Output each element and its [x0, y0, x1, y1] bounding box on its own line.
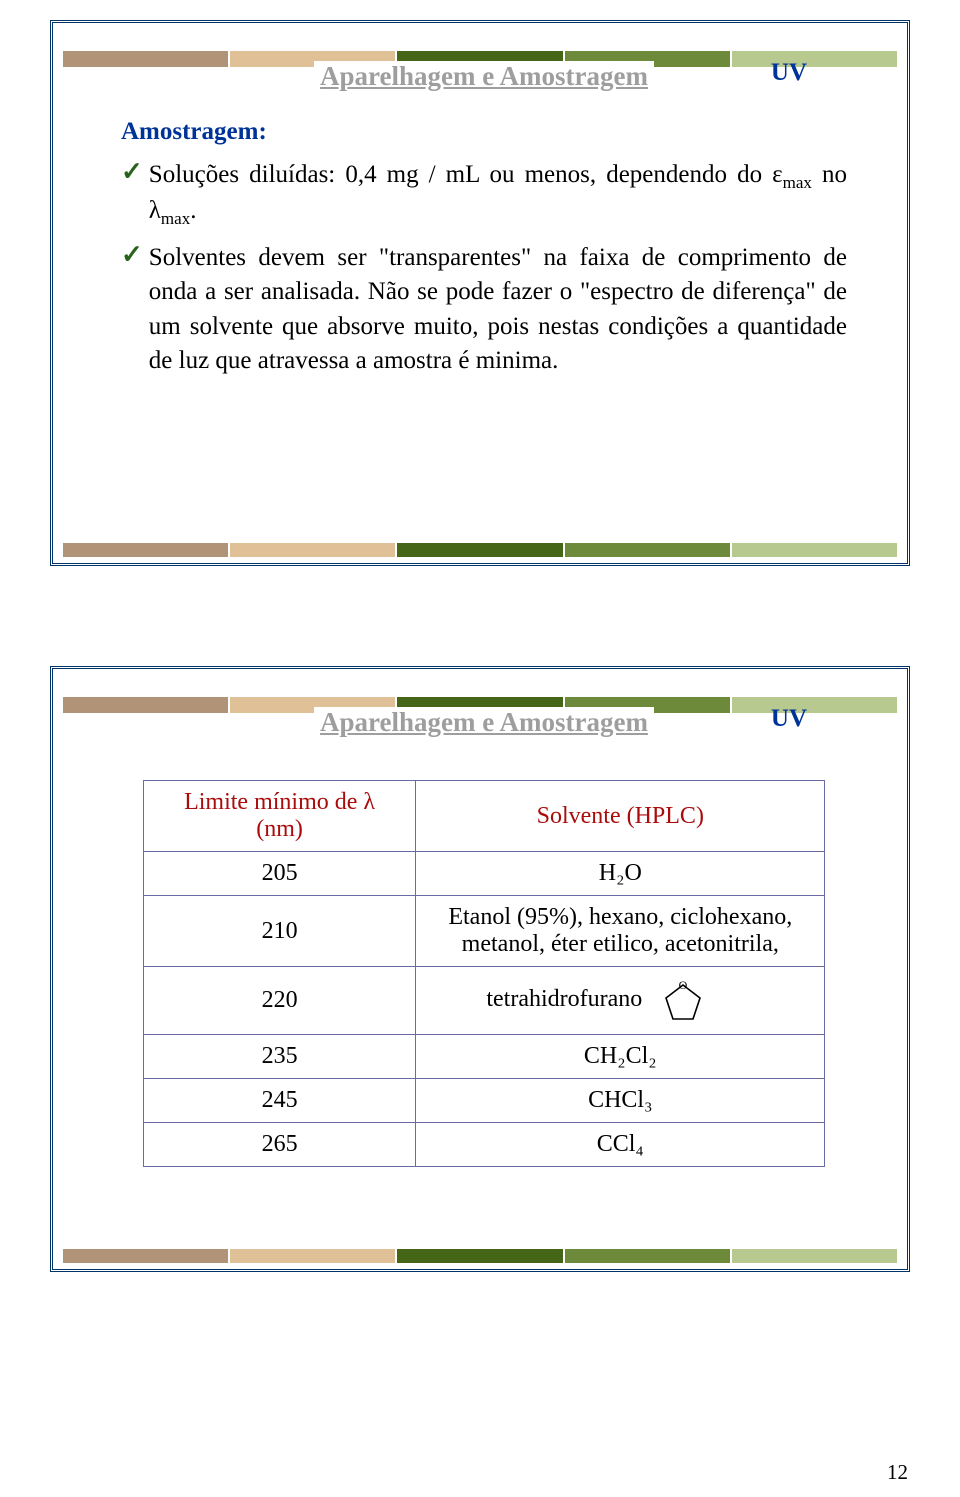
cell-limit: 205	[143, 852, 416, 896]
cell-limit: 220	[143, 967, 416, 1035]
uv-tag: UV	[771, 59, 807, 87]
check-icon: ✓	[121, 158, 143, 187]
table-row: 220 tetrahidrofurano O	[143, 967, 824, 1035]
col-header-right: Solvente (HPLC)	[416, 781, 825, 852]
cell-limit: 265	[143, 1123, 416, 1167]
cell-solvent: CHCl₃	[416, 1079, 825, 1123]
slide-2: Aparelhagem e Amostragem UV Limite mínim…	[50, 666, 910, 1272]
cell-solvent: CH₂Cl₂	[416, 1035, 825, 1079]
solvent-table: Limite mínimo de λ (nm) Solvente (HPLC) …	[143, 780, 825, 1167]
check-icon: ✓	[121, 241, 143, 270]
thf-structure-icon: O	[660, 979, 706, 1030]
table-row: 245 CHCl₃	[143, 1079, 824, 1123]
bullet-1-end: .	[190, 197, 196, 224]
col-header-left: Limite mínimo de λ (nm)	[143, 781, 416, 852]
cell-solvent: Etanol (95%), hexano, ciclohexano, metan…	[416, 896, 825, 967]
bullet-2-text: Solventes devem ser "transparentes" na f…	[149, 241, 847, 379]
slide-header: Aparelhagem e Amostragem UV	[121, 73, 847, 104]
svg-text:O: O	[679, 979, 688, 992]
table-row: 235 CH₂Cl₂	[143, 1035, 824, 1079]
sub-max-2: max	[161, 209, 190, 228]
bullet-2: ✓ Solventes devem ser "transparentes" na…	[121, 241, 847, 379]
table-header-row: Limite mínimo de λ (nm) Solvente (HPLC)	[143, 781, 824, 852]
bottom-stripe-bar	[63, 1249, 897, 1263]
bullet-1-text: Soluções diluídas: 0,4 mg / mL ou menos,…	[149, 158, 847, 231]
cell-solvent: tetrahidrofurano O	[416, 967, 825, 1035]
page: Aparelhagem e Amostragem UV Amostragem: …	[0, 0, 960, 1497]
thf-label: tetrahidrofurano	[486, 986, 642, 1012]
slide-title: Aparelhagem e Amostragem	[314, 61, 654, 92]
page-number: 12	[887, 1460, 908, 1485]
slide-header: Aparelhagem e Amostragem UV	[121, 719, 847, 750]
bottom-stripe-bar	[63, 543, 897, 557]
bullet-1: ✓ Soluções diluídas: 0,4 mg / mL ou meno…	[121, 158, 847, 231]
slide-title: Aparelhagem e Amostragem	[314, 707, 654, 738]
bullet-1-part1: Soluções diluídas: 0,4 mg / mL ou menos,…	[149, 161, 783, 188]
subhead-amostragem: Amostragem:	[121, 118, 847, 146]
table-row: 210 Etanol (95%), hexano, ciclohexano, m…	[143, 896, 824, 967]
table-row: 265 CCl₄	[143, 1123, 824, 1167]
cell-limit: 210	[143, 896, 416, 967]
cell-limit: 245	[143, 1079, 416, 1123]
cell-solvent: H₂O	[416, 852, 825, 896]
uv-tag: UV	[771, 705, 807, 733]
cell-limit: 235	[143, 1035, 416, 1079]
table-row: 205 H₂O	[143, 852, 824, 896]
sub-max-1: max	[783, 173, 812, 192]
cell-solvent: CCl₄	[416, 1123, 825, 1167]
slide-1: Aparelhagem e Amostragem UV Amostragem: …	[50, 20, 910, 566]
